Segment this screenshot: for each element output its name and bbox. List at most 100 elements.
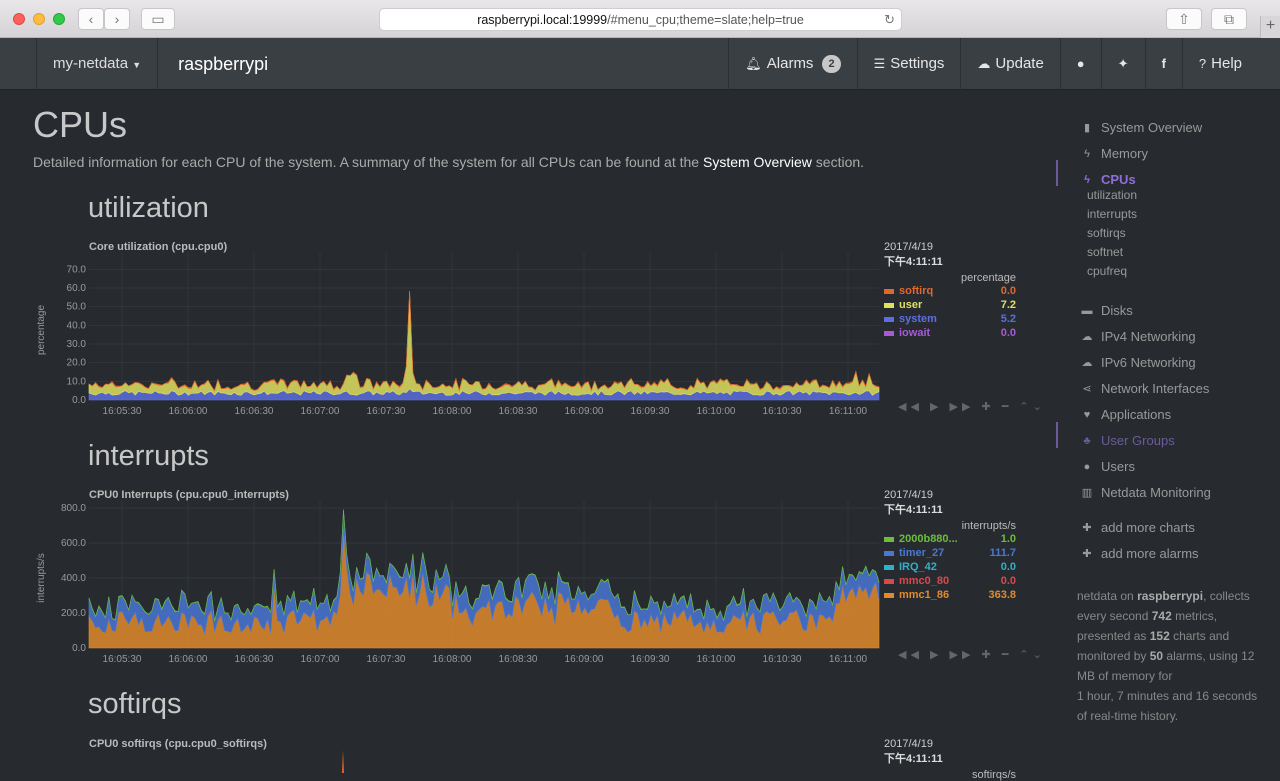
x-tick-label: 16:09:30: [631, 654, 670, 665]
y-tick-label: 70.0: [67, 264, 87, 275]
netdata-info-text: netdata on raspberrypi, collects every s…: [1077, 586, 1267, 726]
caret-down-icon: ▼: [132, 60, 142, 70]
y-tick-label: 200.0: [61, 608, 86, 619]
legend-date: 2017/4/19: [884, 738, 933, 750]
sidebar-toggle-button[interactable]: ▭: [141, 8, 175, 30]
sidebar-item-cpus[interactable]: ϟ CPUs: [1081, 172, 1136, 187]
x-tick-label: 16:07:00: [301, 406, 340, 417]
y-tick-label: 40.0: [67, 320, 87, 331]
legend-dimension-value: 363.8: [988, 589, 1016, 601]
sidebar-item-user-groups[interactable]: ♣ User Groups: [1081, 433, 1174, 448]
help-button[interactable]: ? Help: [1181, 38, 1258, 90]
chart-controls-interrupts[interactable]: ◀◀ ▶ ▶▶ ✚ ━ ⌃⌄: [898, 649, 1046, 661]
zoom-window-button[interactable]: [53, 13, 65, 25]
legend-row[interactable]: IRQ_42 0.0: [884, 560, 1016, 574]
legend-row[interactable]: softirq 0.0: [884, 284, 1016, 298]
alarms-button[interactable]: 🔔︎ Alarms 2: [728, 38, 856, 90]
user-icon: ●: [1083, 460, 1091, 473]
sliders-icon: ☰: [873, 56, 886, 71]
legend-row[interactable]: iowait 0.0: [884, 326, 1016, 340]
plus-icon: ✚: [1082, 522, 1092, 534]
sidebar-item-label: Network Interfaces: [1101, 381, 1210, 396]
minimize-window-button[interactable]: [33, 13, 45, 25]
y-tick-label: 800.0: [61, 503, 86, 514]
sidebar-item-label: Netdata Monitoring: [1101, 485, 1211, 500]
legend-dimension-value: 1.0: [1000, 533, 1016, 545]
add-more-charts-link[interactable]: ✚ add more charts: [1081, 520, 1195, 535]
sidebar-item-users[interactable]: ● Users: [1081, 459, 1135, 474]
right-sidebar-nav: ▮ System Overview ϟ Memory ϟ CPUs ▬ Disks ☁ IPv4 …: [1055, 90, 1280, 773]
x-tick-label: 16:11:00: [829, 654, 868, 665]
legend-units: softirqs/s: [971, 769, 1016, 781]
sidebar-item-network-interfaces[interactable]: ⋖ Network Interfaces: [1081, 381, 1209, 396]
plus-icon: ✚: [1082, 548, 1092, 560]
sidebar-item-applications[interactable]: ♥ Applications: [1081, 407, 1171, 422]
heartbeat-icon: ♥: [1083, 408, 1091, 421]
x-tick-label: 16:09:30: [631, 406, 670, 417]
sidebar-item-ipv6-networking[interactable]: ☁ IPv6 Networking: [1081, 355, 1196, 370]
sidebar-item-disks[interactable]: ▬ Disks: [1081, 303, 1133, 318]
facebook-button[interactable]: f: [1144, 38, 1182, 90]
legend-row[interactable]: timer_27 111.7: [884, 546, 1016, 560]
y-tick-label: 0.0: [72, 395, 86, 406]
sidebar-item-label: CPUs: [1101, 172, 1136, 187]
legend-units: percentage: [960, 272, 1016, 284]
y-tick-label: 0.0: [72, 643, 86, 654]
share-button[interactable]: ⇧: [1166, 8, 1202, 30]
legend-softirqs: 2017/4/19 下午4:11:11 softirqs/s: [884, 738, 1016, 781]
back-button[interactable]: ‹: [78, 8, 104, 30]
my-netdata-menu[interactable]: my-netdata ▼: [36, 38, 159, 90]
sidebar-item-memory[interactable]: ϟ Memory: [1081, 146, 1148, 161]
x-tick-label: 16:07:30: [367, 406, 406, 417]
new-tab-button[interactable]: +: [1260, 16, 1280, 38]
chart-controls-utilization[interactable]: ◀◀ ▶ ▶▶ ✚ ━ ⌃⌄: [898, 401, 1046, 413]
chart-title-interrupts: CPU0 Interrupts (cpu.cpu0_interrupts): [89, 489, 289, 501]
legend-dimension-name: iowait: [884, 326, 930, 340]
bookmark-icon: ▮: [1083, 122, 1091, 134]
close-window-button[interactable]: [13, 13, 25, 25]
interrupts-chart[interactable]: interrupts/s 800.0 600.0 400.0 200.0 0.0 16:05…: [30, 496, 890, 668]
legend-row[interactable]: mmc0_80 0.0: [884, 574, 1016, 588]
tabs-overview-button[interactable]: ⧉: [1211, 8, 1247, 30]
sidebar-item-netdata-monitoring[interactable]: ▥ Netdata Monitoring: [1081, 485, 1211, 500]
utilization-chart[interactable]: percentage 70.0 60.0 50.0 40.0 30.0 20.0 10.0 0.…: [30, 248, 890, 418]
system-overview-link[interactable]: System Overview: [702, 154, 812, 170]
y-tick-label: 60.0: [67, 283, 87, 294]
legend-row[interactable]: user 7.2: [884, 298, 1016, 312]
legend-time: 下午4:11:11: [884, 504, 943, 516]
x-tick-label: 16:05:30: [103, 654, 142, 665]
url-host: raspberrypi.local:19999: [477, 13, 608, 27]
legend-row[interactable]: system 5.2: [884, 312, 1016, 326]
top-navbar: my-netdata ▼ raspberrypi 🔔︎ Alarms 2 ☰ Sett…: [0, 38, 1280, 90]
update-button[interactable]: ☁ Update: [960, 38, 1059, 90]
hostname-link[interactable]: raspberrypi: [178, 54, 269, 74]
add-more-alarms-link[interactable]: ✚ add more alarms: [1081, 546, 1198, 561]
sidebar-item-ipv4-networking[interactable]: ☁ IPv4 Networking: [1081, 329, 1196, 344]
chart-title-utilization: Core utilization (cpu.cpu0): [89, 241, 228, 253]
settings-button[interactable]: ☰ Settings: [856, 38, 961, 90]
forward-button[interactable]: ›: [104, 8, 130, 30]
legend-dimension-name: timer_27: [884, 546, 944, 560]
x-tick-label: 16:10:30: [763, 406, 802, 417]
sidebar-subitem-softnet[interactable]: softnet: [1087, 245, 1124, 259]
section-title-interrupts: interrupts: [88, 440, 209, 472]
twitter-button[interactable]: ✦: [1100, 38, 1145, 90]
legend-dimension-value: 5.2: [1000, 313, 1016, 325]
sidebar-subitem-interrupts[interactable]: interrupts: [1087, 207, 1138, 221]
y-tick-label: 10.0: [67, 376, 87, 387]
description-text: Detailed information for each CPU of the…: [33, 154, 703, 170]
sidebar-item-label: Users: [1101, 459, 1135, 474]
sidebar-subitem-softirqs[interactable]: softirqs: [1087, 226, 1126, 240]
legend-dimension-value: 0.0: [1000, 327, 1016, 339]
sidebar-subitem-utilization[interactable]: utilization: [1087, 188, 1138, 202]
legend-date: 2017/4/19: [884, 241, 933, 253]
legend-row[interactable]: mmc1_86 363.8: [884, 588, 1016, 602]
info-text: 1 hour, 7 minutes and 16 seconds of real…: [1077, 689, 1258, 723]
sidebar-item-system-overview[interactable]: ▮ System Overview: [1081, 120, 1202, 135]
x-tick-label: 16:08:00: [433, 406, 472, 417]
reload-icon[interactable]: ↻: [884, 12, 895, 27]
sidebar-subitem-cpufreq[interactable]: cpufreq: [1087, 264, 1128, 278]
legend-row[interactable]: 2000b880... 1.0: [884, 532, 1016, 546]
address-bar[interactable]: raspberrypi.local:19999/#menu_cpu;theme=…: [379, 8, 902, 31]
github-button[interactable]: ●: [1059, 38, 1101, 90]
